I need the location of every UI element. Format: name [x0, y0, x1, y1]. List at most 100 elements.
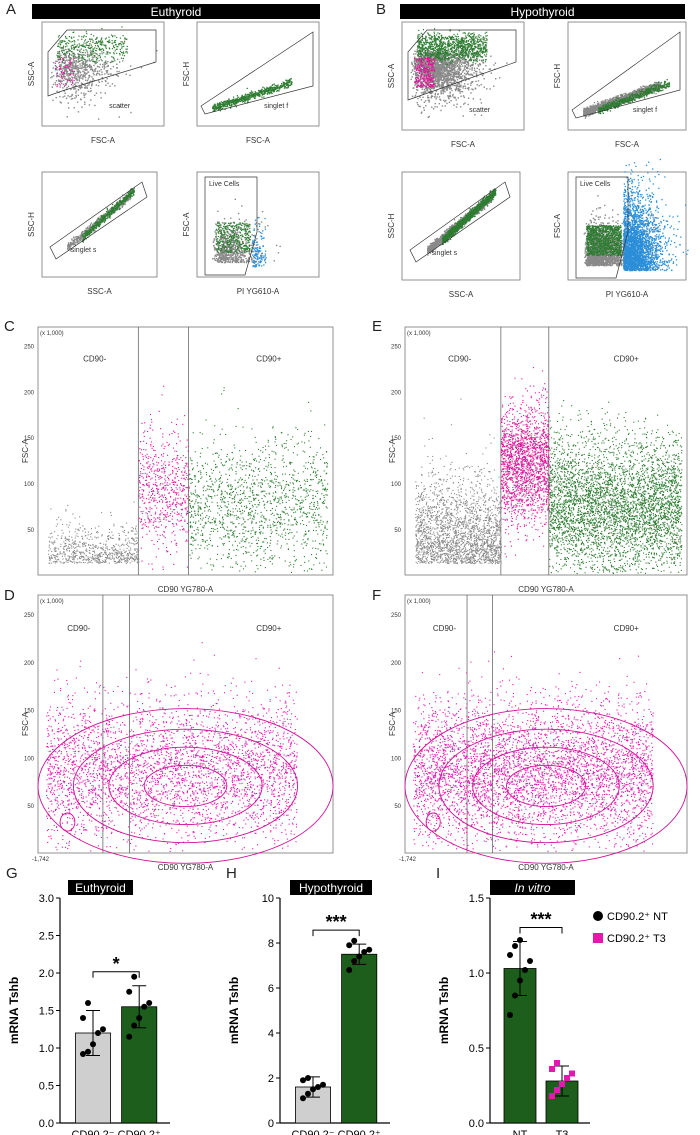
panel-letter-f: F: [372, 587, 381, 604]
contour-ring: [108, 746, 263, 826]
data-point: [85, 1000, 91, 1006]
significance-bracket: [312, 929, 360, 937]
data-point: [351, 937, 358, 944]
data-point: [146, 1000, 153, 1006]
axis-label-y: SSC-A: [387, 63, 396, 88]
data-point: [554, 1087, 560, 1093]
axis-label-fsc: FSC-A: [388, 711, 397, 736]
axis-label-y: SSC-A: [27, 61, 36, 86]
contour-ring: [472, 746, 620, 826]
y-tick: 100: [391, 756, 402, 762]
data-point: [320, 1081, 326, 1088]
dots-green: [188, 387, 329, 573]
y-tick: 150: [391, 709, 402, 715]
legend-marker-t3: [593, 933, 603, 943]
panel-letter-i: I: [436, 865, 440, 882]
axis-scale: (x 1,000): [40, 331, 64, 337]
data-point: [361, 949, 368, 955]
legend-label-nt: CD90.2⁺ NT: [607, 911, 668, 923]
y-axis-label: mRNA Tshb: [227, 977, 241, 1044]
panel-letter-g: G: [6, 865, 18, 882]
y-tick: 150: [24, 436, 35, 442]
axis-label-cd90: CD90 YG780-A: [518, 585, 574, 594]
y-tick-label: 0.5: [469, 1043, 484, 1055]
gate-label-cd90-pos: CD90+: [614, 624, 639, 633]
y-tick: 50: [394, 528, 401, 534]
y-tick: 50: [27, 528, 34, 534]
data-point: [346, 942, 353, 949]
data-point: [85, 1048, 91, 1055]
axis-label-y: FSC-A: [553, 213, 562, 238]
significance-label: *: [113, 954, 120, 974]
axis-label-x: PI YG610-A: [237, 287, 280, 296]
x-tick-label: CD90.2⁺: [118, 1129, 161, 1135]
data-point: [310, 1086, 316, 1093]
axis-label-x: PI YG610-A: [606, 290, 649, 299]
dots-green: [57, 26, 128, 66]
dots-pink: [54, 58, 75, 88]
y-tick: 100: [391, 482, 402, 488]
data-point: [517, 937, 523, 943]
x-tick-label: T3: [556, 1129, 569, 1135]
y-tick: 150: [391, 436, 402, 442]
panel-letter-e: E: [372, 318, 382, 335]
data-points: [126, 973, 153, 1040]
y-tick: 250: [391, 344, 402, 350]
y-tick: 100: [24, 482, 35, 488]
data-point: [507, 1012, 513, 1018]
axis-label-cd90: CD90 YG780-A: [518, 863, 574, 872]
axis-label-x: FSC-A: [451, 140, 476, 149]
x-min-tick: -1,742: [399, 857, 417, 863]
axis-label-x: FSC-A: [615, 140, 640, 149]
axis-scale: (x 1,000): [407, 599, 431, 605]
axis-label-cd90: CD90 YG780-A: [158, 585, 214, 594]
axis-label-fsc: FSC-A: [21, 438, 30, 463]
data-point: [136, 1015, 143, 1021]
contours: [404, 708, 688, 864]
data-point: [507, 952, 513, 958]
events-live: [212, 198, 281, 268]
dots-gray: [415, 398, 502, 565]
chart-title-g-bg: [68, 880, 133, 895]
data-point: [100, 1026, 106, 1033]
y-tick: 200: [24, 390, 35, 396]
gate-label-cd90-neg: CD90-: [83, 355, 106, 364]
chart-title-i: In vitro: [514, 881, 550, 895]
events-c: [48, 385, 329, 573]
contour-ring: [143, 764, 228, 808]
bar-chart-g: 0.0 0.5 1.0 1.5 2.0 2.5 3.0 mRNA Tshb CD90.2⁻ CD9…: [7, 893, 170, 1135]
significance-label: ***: [326, 912, 347, 932]
data-point: [141, 1003, 148, 1010]
y-tick-label: 1.0: [39, 1043, 54, 1055]
gate-label-cd90-pos: CD90+: [256, 355, 281, 364]
contour-ring: [59, 812, 76, 832]
gate-scatter: [407, 29, 517, 101]
axis-label-x: SSC-A: [449, 290, 474, 299]
contour-ring: [37, 708, 334, 864]
data-point: [346, 967, 353, 973]
contour-ring: [404, 708, 688, 864]
chart-title-i-bg: [490, 880, 575, 895]
y-tick-label: 2.0: [39, 968, 54, 980]
dots-green: [586, 225, 623, 257]
axis-label-fsc: FSC-A: [388, 438, 397, 463]
gate-label: scatter: [109, 103, 131, 110]
gate-label: singlet f: [264, 103, 288, 110]
axis-label-fsc: FSC-A: [21, 711, 30, 736]
dots-green: [442, 188, 497, 246]
data-point: [90, 1041, 96, 1048]
y-tick-label: 1.5: [469, 893, 484, 905]
data-point: [554, 1060, 560, 1066]
panel-letter-a: A: [6, 1, 16, 18]
data-point: [564, 1075, 570, 1081]
data-point: [300, 1095, 306, 1102]
contour-ring: [438, 728, 654, 844]
axis-label-y: FSC-H: [182, 62, 191, 87]
events-e: [415, 367, 683, 575]
y-tick-label: 2.5: [39, 931, 54, 943]
dots-green: [215, 222, 252, 254]
dots-green: [82, 187, 135, 243]
legend-marker-nt: [593, 911, 603, 921]
data-point: [356, 953, 363, 960]
